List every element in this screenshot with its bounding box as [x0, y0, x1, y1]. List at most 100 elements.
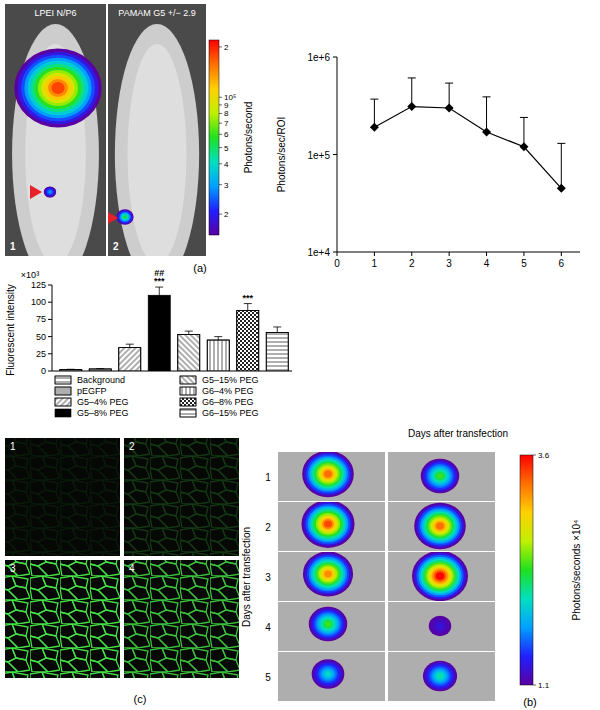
intensity-ring [48, 190, 52, 193]
legend-label: Background [77, 375, 125, 385]
micrograph [124, 438, 239, 556]
bar-hatch [237, 310, 259, 371]
legend-swatch [180, 387, 196, 395]
bar-hatch [89, 369, 111, 371]
intensity-ring [304, 453, 352, 496]
colorbar-tick-label: 3.6 [538, 451, 550, 460]
intensity-spot [309, 607, 348, 642]
intensity-ring [436, 472, 445, 480]
colorbar-tick [219, 123, 222, 124]
image-shade [278, 552, 385, 601]
x-tick-label: 0 [334, 258, 340, 269]
legend-swatch [55, 409, 71, 417]
image-bg [5, 560, 120, 678]
colorbar-tick [219, 163, 222, 164]
intensity-ring [427, 664, 453, 688]
error-cap [370, 99, 378, 100]
colorbar-tick [219, 46, 222, 47]
intensity-spot [302, 452, 354, 497]
x-tick [449, 252, 450, 256]
image-shade [388, 652, 495, 701]
intensity-ring [322, 619, 334, 630]
intensity-spot [429, 616, 452, 636]
intensity-ring [45, 76, 72, 100]
intensity-ring [306, 504, 351, 544]
error-bar [155, 287, 163, 295]
legend-label: G6–15% PEG [202, 408, 259, 418]
colorbar-tick-label: 5 [224, 144, 229, 153]
x-tick [561, 252, 562, 256]
intensity-ring [316, 463, 340, 484]
bar-hatch [207, 340, 229, 371]
intensity-ring [313, 660, 343, 687]
intensity-ring [416, 555, 463, 598]
error-cap [96, 368, 104, 369]
image-number: 1 [10, 241, 16, 252]
marker [482, 128, 491, 137]
colorbar-tick-label: 1.1 [538, 681, 550, 690]
marker [407, 102, 416, 111]
error-stem [561, 143, 562, 188]
skin-image [388, 602, 495, 651]
intensity-ring [312, 460, 344, 489]
intensity-ring [422, 460, 458, 492]
intensity-ring [434, 570, 447, 581]
y-tick [48, 319, 52, 320]
significance: ## [154, 268, 164, 278]
bar [89, 369, 111, 371]
intensity-ring [437, 623, 444, 629]
intensity-ring [118, 211, 131, 223]
marker [519, 142, 528, 151]
error-bar [483, 97, 491, 132]
intensity-ring [315, 562, 342, 586]
intensity-ring [312, 659, 345, 688]
intensity-ring [316, 513, 340, 535]
skin-image [278, 552, 385, 601]
intensity-ring [301, 502, 354, 548]
intensity-ring [47, 189, 53, 194]
legend-label: G5–8% PEG [77, 408, 129, 418]
intensity-ring [435, 671, 445, 680]
y-tick [48, 371, 52, 372]
intensity-ring [435, 621, 445, 630]
bar [266, 332, 288, 371]
intensity-ring [51, 82, 64, 94]
legend-label: G5–15% PEG [202, 375, 259, 385]
legend-swatch [55, 398, 71, 406]
intensity-ring [434, 521, 446, 532]
y-tick-label: 1e+4 [307, 247, 330, 258]
intensity-ring [434, 471, 446, 482]
intensity-ring [323, 670, 333, 679]
intensity-ring [318, 615, 339, 634]
intensity-ring [31, 64, 85, 112]
intensity-ring [429, 616, 452, 636]
bar-hatch [178, 335, 200, 371]
line [374, 107, 561, 189]
image-bg [278, 602, 385, 651]
intensity-ring [318, 665, 338, 683]
image-bg [278, 452, 385, 501]
y-tick [333, 154, 337, 155]
error-cap [214, 336, 222, 337]
colorbar-tick-label: 3 [224, 181, 229, 190]
intensity-ring [426, 663, 455, 689]
intensity-ring [436, 673, 444, 680]
y-tick-label: 50 [36, 332, 46, 342]
y-tick [48, 336, 52, 337]
intensity-ring [21, 55, 95, 122]
legend-swatch [180, 398, 196, 406]
intensity-ring [310, 458, 346, 490]
x-tick [374, 252, 375, 256]
intensity-ring [322, 668, 334, 679]
intensity-ring [324, 471, 332, 478]
error-bar [273, 327, 281, 333]
legend-swatch-hatch [55, 398, 71, 406]
x-tick [486, 252, 487, 256]
colorbar [520, 455, 533, 685]
tissue [5, 438, 120, 556]
y-tick-label: 1e+5 [307, 150, 330, 161]
image-bg [388, 502, 495, 551]
intensity-ring [414, 553, 466, 600]
x-axis-title: Days after transfection [408, 428, 508, 439]
intensity-ring [315, 663, 340, 686]
